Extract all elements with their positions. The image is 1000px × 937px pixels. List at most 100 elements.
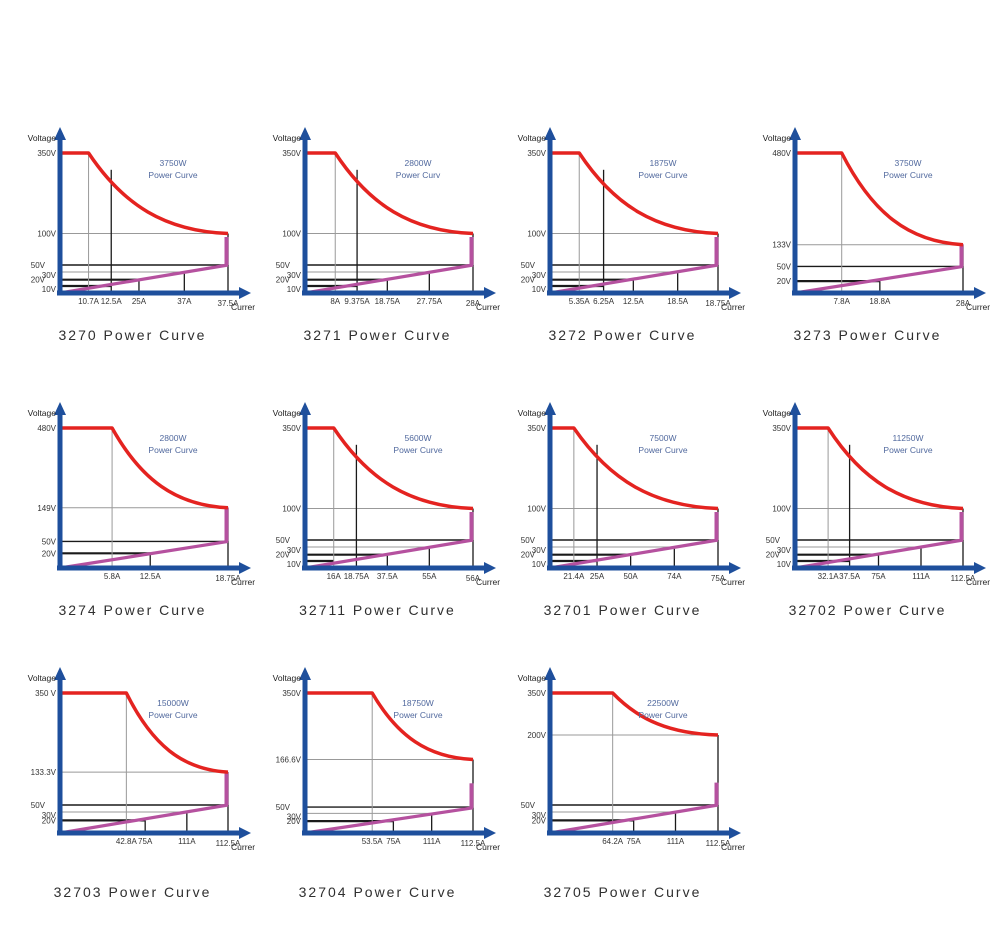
power-annotation-caption: Power Curve (148, 170, 197, 180)
x-axis-label: Current (721, 842, 745, 852)
y-tick-label: 20V (287, 817, 302, 826)
min-voltage-line (304, 806, 474, 835)
y-tick-label: 50V (777, 262, 792, 271)
x-tick-label: 18.75A (344, 572, 370, 581)
x-tick-label: 112.5A (461, 839, 486, 848)
x-tick-label: 18.75A (375, 297, 401, 306)
x-tick-label: 111A (423, 837, 441, 846)
y-tick-label: 480V (37, 424, 56, 433)
y-tick-label: 30V (532, 546, 547, 555)
x-tick-label: 55A (422, 572, 437, 581)
x-tick-label: 112.5A (706, 839, 731, 848)
x-tick-label: 75A (627, 837, 642, 846)
y-axis-arrow-icon (789, 402, 801, 415)
y-tick-label: 166.6V (276, 756, 302, 765)
x-tick-label: 64.2A (602, 837, 624, 846)
y-tick-label: 10V (532, 285, 547, 294)
power-annotation-caption: Power Curve (883, 445, 932, 455)
y-tick-label: 20V (276, 551, 291, 560)
y-tick-label: 30V (287, 271, 302, 280)
power-curve-line (305, 691, 474, 762)
y-tick-label: 149V (37, 504, 56, 513)
min-voltage-line (794, 264, 964, 295)
x-tick-label: 75A (386, 837, 401, 846)
y-tick-label: 50V (276, 261, 291, 270)
x-tick-label: 5.35A (569, 297, 591, 306)
power-curve-line (60, 151, 229, 236)
y-tick-label: 10V (287, 560, 302, 569)
y-axis-arrow-icon (299, 402, 311, 415)
y-tick-label: 350V (282, 689, 301, 698)
power-curve-chart-3274: Voltage Current 480V 149V 50V 20V 5.8A 12.5A 18.… (10, 395, 260, 645)
min-voltage-line (304, 263, 474, 295)
y-axis-label: Voltage (273, 133, 302, 143)
chart-canvas-3273: Voltage Current 480V 133V 50V 20V 7.8A 18.8A 28A… (763, 127, 995, 312)
x-tick-label: 12.5A (140, 572, 162, 581)
y-axis-arrow-icon (54, 667, 66, 680)
y-tick-label: 20V (42, 816, 57, 825)
y-axis-arrow-icon (54, 402, 66, 415)
x-tick-label: 5.8A (104, 572, 121, 581)
y-tick-label: 133.3V (31, 768, 57, 777)
y-tick-label: 10V (777, 560, 792, 569)
x-tick-label: 10.7A (78, 297, 100, 306)
y-tick-label: 20V (777, 277, 792, 286)
y-tick-label: 50V (766, 536, 781, 545)
y-tick-label: 30V (42, 811, 57, 820)
y-tick-label: 350V (527, 424, 546, 433)
y-tick-label: 350V (527, 689, 546, 698)
min-voltage-line (549, 538, 719, 570)
x-axis-arrow-icon (239, 287, 251, 299)
min-voltage-line (794, 538, 964, 570)
x-tick-label: 16A (327, 572, 342, 581)
y-tick-label: 480V (772, 149, 791, 158)
y-tick-label: 100V (772, 505, 791, 514)
y-tick-label: 30V (532, 271, 547, 280)
power-annotation-caption: Power Curve (393, 445, 442, 455)
x-tick-label: 56A (466, 574, 481, 583)
y-axis-arrow-icon (299, 667, 311, 680)
x-axis-label: Current (721, 577, 745, 587)
x-axis-arrow-icon (484, 827, 496, 839)
y-tick-label: 350V (282, 424, 301, 433)
min-voltage-line (59, 803, 229, 835)
x-tick-label: 21.4A (563, 572, 585, 581)
x-tick-label: 37A (177, 297, 192, 306)
y-tick-label: 50V (276, 803, 291, 812)
y-tick-label: 350V (37, 149, 56, 158)
x-tick-label: 28A (466, 299, 481, 308)
power-annotation-watts: 3750W (895, 158, 922, 168)
x-axis-label: Current (476, 842, 500, 852)
power-annotation-caption: Power Curve (638, 170, 687, 180)
power-annotation-caption: Power Curve (148, 710, 197, 720)
x-axis-arrow-icon (729, 562, 741, 574)
y-tick-label: 350V (282, 149, 301, 158)
power-annotation-watts: 3750W (160, 158, 187, 168)
x-axis-arrow-icon (729, 827, 741, 839)
y-axis-label: Voltage (763, 133, 792, 143)
x-tick-label: 25A (590, 572, 605, 581)
y-tick-label: 50V (276, 536, 291, 545)
x-tick-label: 112.5A (216, 839, 241, 848)
x-tick-label: 18.5A (667, 297, 689, 306)
x-tick-label: 25A (132, 297, 147, 306)
y-tick-label: 50V (521, 801, 536, 810)
x-tick-label: 18.8A (869, 297, 891, 306)
x-tick-label: 53.5A (362, 837, 384, 846)
power-curve-line (60, 691, 229, 774)
y-tick-label: 30V (42, 271, 57, 280)
x-tick-label: 9.375A (344, 297, 370, 306)
power-curve-chart-3273: Voltage Current 480V 133V 50V 20V 7.8A 18.8A 28A… (745, 120, 995, 370)
y-tick-label: 50V (42, 537, 57, 546)
x-tick-label: 7.8A (833, 297, 850, 306)
power-curve-line (795, 151, 964, 247)
y-tick-label: 350V (772, 424, 791, 433)
power-annotation-caption: Power Curve (638, 710, 687, 720)
y-tick-label: 133V (772, 241, 791, 250)
